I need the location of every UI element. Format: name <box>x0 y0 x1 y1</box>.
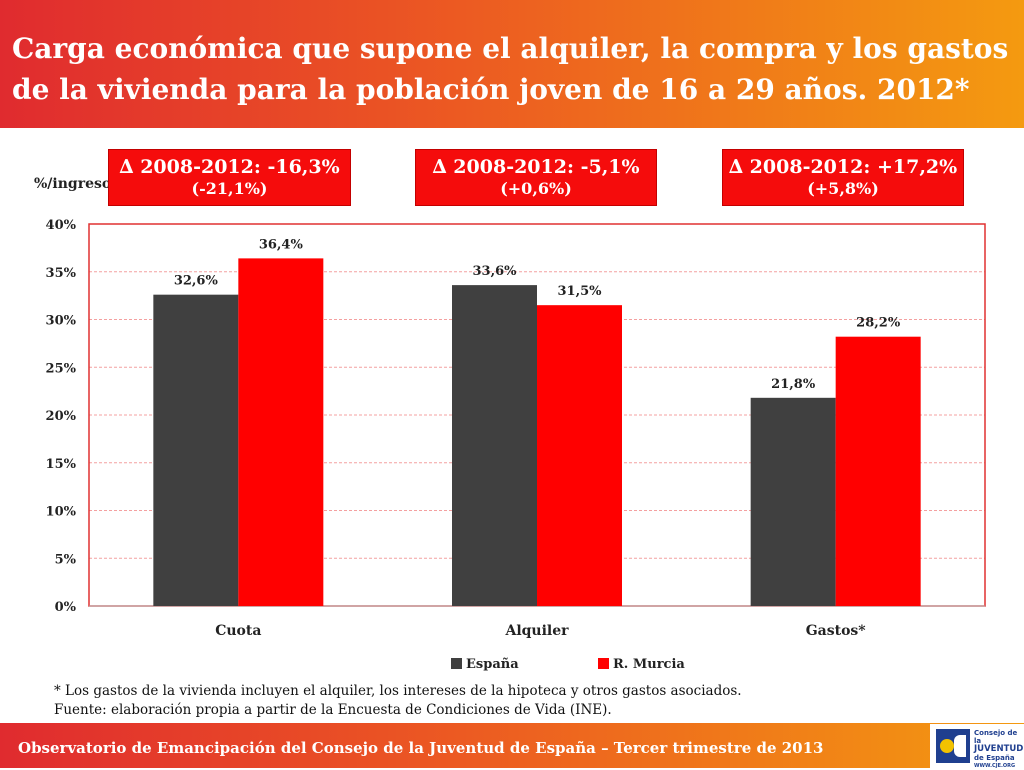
bar-espana <box>153 294 239 606</box>
data-label: 32,6% <box>174 274 219 289</box>
title-line-1: Carga económica que supone el alquiler, … <box>12 32 1009 65</box>
source-note: Fuente: elaboración propia a partir de l… <box>54 702 612 718</box>
data-label: 21,8% <box>771 377 816 392</box>
footnote: * Los gastos de la vivienda incluyen el … <box>54 682 742 720</box>
delta-box-alquiler: ∆ 2008-2012: -5,1% (+0,6%) <box>415 149 657 206</box>
y-tick-label: 30% <box>46 314 77 329</box>
chart-legend: España R. Murcia <box>451 657 685 672</box>
category-label: Cuota <box>215 623 261 639</box>
x-axis-labels: Cuota Alquiler Gastos* <box>215 623 866 639</box>
footer-text: Observatorio de Emancipación del Consejo… <box>18 739 824 757</box>
category-label: Alquiler <box>504 623 569 639</box>
legend-swatch-murcia <box>598 658 609 669</box>
y-axis-unit-label: %/ingresos <box>34 176 120 192</box>
slide-title: Carga económica que supone el alquiler, … <box>12 28 1012 110</box>
y-tick-label: 0% <box>55 600 77 615</box>
delta-box-gastos: ∆ 2008-2012: +17,2% (+5,8%) <box>722 149 964 206</box>
y-tick-label: 35% <box>46 266 77 281</box>
y-tick-label: 5% <box>55 552 77 567</box>
delta-cuota-murcia: (-21,1%) <box>191 179 268 198</box>
category-label: Gastos* <box>806 623 867 639</box>
bar-murcia <box>835 336 921 606</box>
legend-swatch-espana <box>451 658 462 669</box>
legend-label: R. Murcia <box>613 657 685 672</box>
delta-alquiler-murcia: (+0,6%) <box>500 179 572 198</box>
title-banner: Carga económica que supone el alquiler, … <box>0 0 1024 128</box>
logo-text: Consejo de la JUVENTUD de España WWW.CJE… <box>974 729 1024 769</box>
cje-logo: Consejo de la JUVENTUD de España WWW.CJE… <box>930 724 1024 769</box>
data-label: 31,5% <box>557 284 602 299</box>
delta-box-cuota: ∆ 2008-2012: -16,3% (-21,1%) <box>108 149 351 206</box>
chart-bars <box>153 258 921 606</box>
delta-cuota-main: ∆ 2008-2012: -16,3% <box>119 156 340 178</box>
y-tick-label: 15% <box>46 457 77 472</box>
footnote-line-1: * Los gastos de la vivienda incluyen el … <box>54 683 742 699</box>
delta-gastos-murcia: (+5,8%) <box>807 179 879 198</box>
y-tick-label: 25% <box>46 361 77 376</box>
data-labels: 32,6% 36,4% 33,6% 31,5% 21,8% 28,2% <box>174 237 901 391</box>
y-tick-label: 20% <box>46 409 77 424</box>
delta-alquiler-main: ∆ 2008-2012: -5,1% <box>432 156 640 178</box>
bar-murcia <box>537 305 622 606</box>
data-label: 33,6% <box>472 264 517 279</box>
bar-espana <box>750 397 836 606</box>
data-label: 28,2% <box>856 316 901 331</box>
legend-label: España <box>466 657 519 672</box>
data-label: 36,4% <box>259 237 304 252</box>
y-axis-ticks: 0% 5% 10% 15% 20% 25% 30% 35% 40% <box>46 218 77 615</box>
logo-mark-icon <box>936 729 970 763</box>
bar-chart: 0% 5% 10% 15% 20% 25% 30% 35% 40% 32,6% 36,4% 33,6… <box>46 218 986 672</box>
y-tick-label: 40% <box>46 218 77 233</box>
bar-espana <box>452 285 537 606</box>
footer-bar: Observatorio de Emancipación del Consejo… <box>0 723 1024 768</box>
delta-gastos-main: ∆ 2008-2012: +17,2% <box>728 156 958 178</box>
title-line-2: de la vivienda para la población joven d… <box>12 73 970 106</box>
y-tick-label: 10% <box>46 505 77 520</box>
bar-murcia <box>238 258 324 606</box>
